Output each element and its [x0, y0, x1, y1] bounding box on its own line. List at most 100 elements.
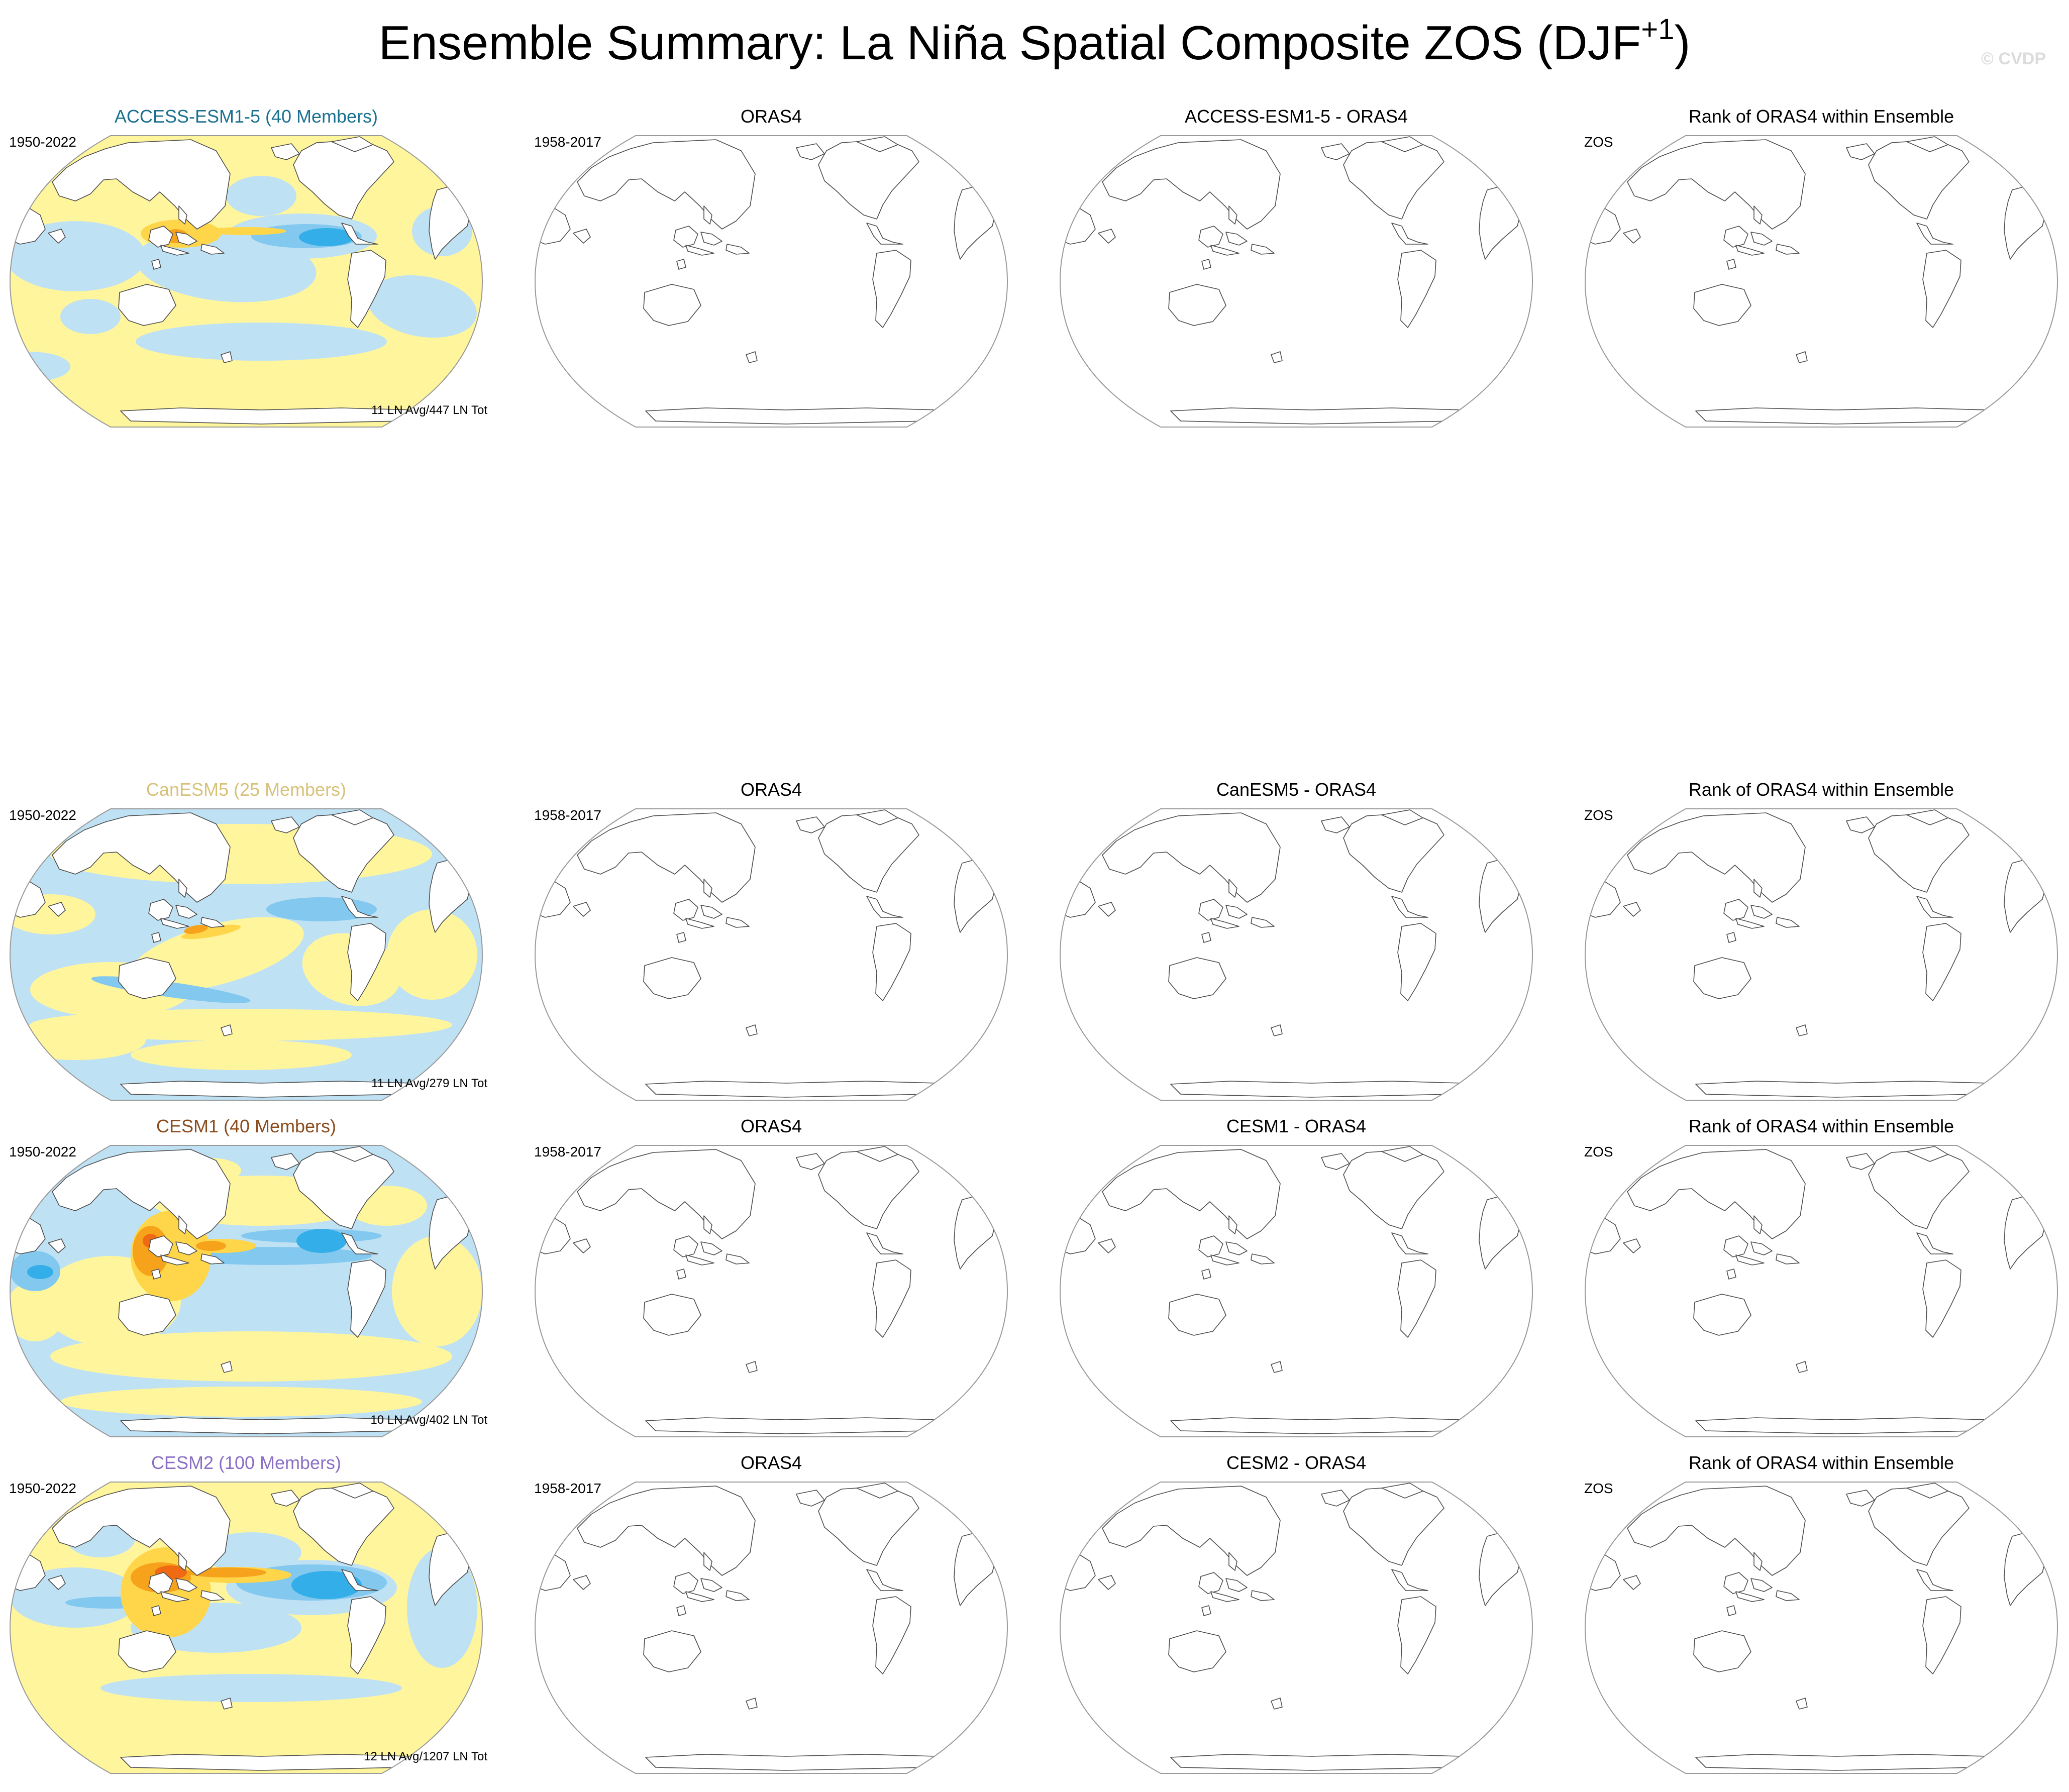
coastline	[293, 1149, 394, 1229]
coastline	[52, 1486, 231, 1576]
coastline	[1922, 250, 1961, 328]
coastline	[1627, 1486, 1806, 1576]
coastline	[954, 859, 998, 933]
coastline	[347, 1596, 386, 1674]
coastline	[118, 957, 176, 999]
coastline	[1796, 1361, 1808, 1373]
obs-composite-panel: ORAS4 1958-2017	[525, 1115, 1017, 1437]
coastline	[1623, 229, 1641, 244]
rank-map	[1584, 135, 2058, 428]
anomaly-contour	[100, 1674, 402, 1702]
anomaly-contour	[291, 1571, 362, 1599]
coastline	[1585, 1214, 1621, 1254]
coastline	[643, 284, 701, 326]
coastline	[120, 1417, 412, 1434]
coastline	[1170, 1417, 1463, 1434]
coastline	[1585, 1551, 1621, 1591]
coastline	[818, 139, 919, 220]
coastline	[573, 1575, 591, 1590]
coastline	[954, 185, 998, 260]
anomaly-contour	[181, 924, 241, 939]
coastline	[1098, 1575, 1116, 1590]
coastline	[175, 232, 197, 246]
coastline	[1201, 1605, 1211, 1616]
coastline	[341, 1232, 378, 1254]
coastline	[271, 143, 300, 160]
rank-panel-title: Rank of ORAS4 within Ensemble	[1688, 1116, 1954, 1136]
anomaly-contour	[10, 221, 146, 291]
coastline	[1251, 244, 1275, 255]
rank-map	[1584, 808, 2058, 1101]
coastline	[1846, 143, 1875, 160]
coastline	[535, 1214, 571, 1254]
coastline	[1796, 1698, 1808, 1710]
coastline	[1585, 204, 1621, 245]
map-content	[10, 1482, 482, 1773]
map-border	[1584, 1482, 2058, 1774]
coastline	[1198, 1235, 1223, 1257]
coastline	[1916, 1232, 1953, 1254]
coastline	[700, 232, 722, 246]
coastline	[673, 1572, 698, 1594]
difference-panel-title: CanESM5 - ORAS4	[1216, 779, 1377, 800]
coastline	[676, 259, 686, 270]
coastline	[48, 229, 66, 244]
difference-map	[1059, 1145, 1533, 1437]
coastline	[1922, 1259, 1961, 1338]
coastline	[1198, 899, 1223, 921]
coastline	[148, 226, 173, 248]
anomaly-contour	[50, 1331, 452, 1382]
coastline	[160, 1591, 189, 1602]
coastline	[700, 1241, 722, 1255]
coastline	[1846, 1153, 1875, 1170]
model-composite-panel: ACCESS-ESM1-5 (40 Members) 1950-2022 11 …	[0, 106, 492, 428]
obs-years-label: 1958-2017	[534, 807, 601, 823]
map-content	[1585, 136, 2048, 425]
coastline	[1623, 1238, 1641, 1253]
difference-panel: CanESM5 - ORAS4	[1050, 779, 1542, 1101]
coastline	[703, 1215, 712, 1234]
coastline	[1726, 1605, 1736, 1616]
rank-variable-label: ZOS	[1584, 1144, 1613, 1159]
coastline	[1693, 284, 1751, 326]
coastline	[577, 1149, 756, 1239]
anomaly-contour	[206, 227, 286, 235]
coastline	[872, 1596, 911, 1674]
coastline	[673, 899, 698, 921]
difference-panel: ACCESS-ESM1-5 - ORAS4	[1050, 106, 1542, 428]
coastline	[1170, 1081, 1463, 1098]
model-years-label: 1950-2022	[9, 1144, 76, 1159]
coastline	[1343, 1149, 1444, 1229]
coastline	[856, 1483, 898, 1499]
coastline	[1868, 139, 1970, 220]
coastline	[1735, 245, 1765, 256]
coastline	[1753, 879, 1763, 898]
coastline	[1225, 232, 1248, 246]
coastline	[175, 1578, 197, 1592]
coastline	[2004, 1195, 2048, 1270]
coastline	[1343, 1486, 1444, 1566]
obs-panel-title: ORAS4	[740, 1116, 802, 1136]
coastline	[200, 244, 225, 255]
map-content	[10, 809, 482, 1100]
anomaly-contour	[392, 1236, 482, 1346]
coastline	[818, 1486, 919, 1566]
coastline	[1623, 902, 1641, 917]
coastline	[1726, 932, 1736, 943]
coastline	[148, 899, 173, 921]
rank-map	[1584, 1482, 2058, 1774]
coastline	[1271, 1698, 1283, 1710]
coastline	[1391, 1232, 1428, 1254]
coastline	[856, 136, 898, 152]
coastline	[178, 1215, 187, 1234]
coastline	[700, 1578, 722, 1592]
coastline	[1750, 1578, 1773, 1592]
coastline	[1391, 1569, 1428, 1591]
coastline	[1906, 136, 1948, 152]
rank-panel-title: Rank of ORAS4 within Ensemble	[1688, 1452, 1954, 1473]
coastline	[2004, 185, 2048, 260]
map-content	[10, 136, 482, 427]
composite-count-label: 10 LN Avg/402 LN Tot	[370, 1413, 487, 1427]
coastline	[178, 1552, 187, 1571]
coastline	[535, 204, 571, 245]
